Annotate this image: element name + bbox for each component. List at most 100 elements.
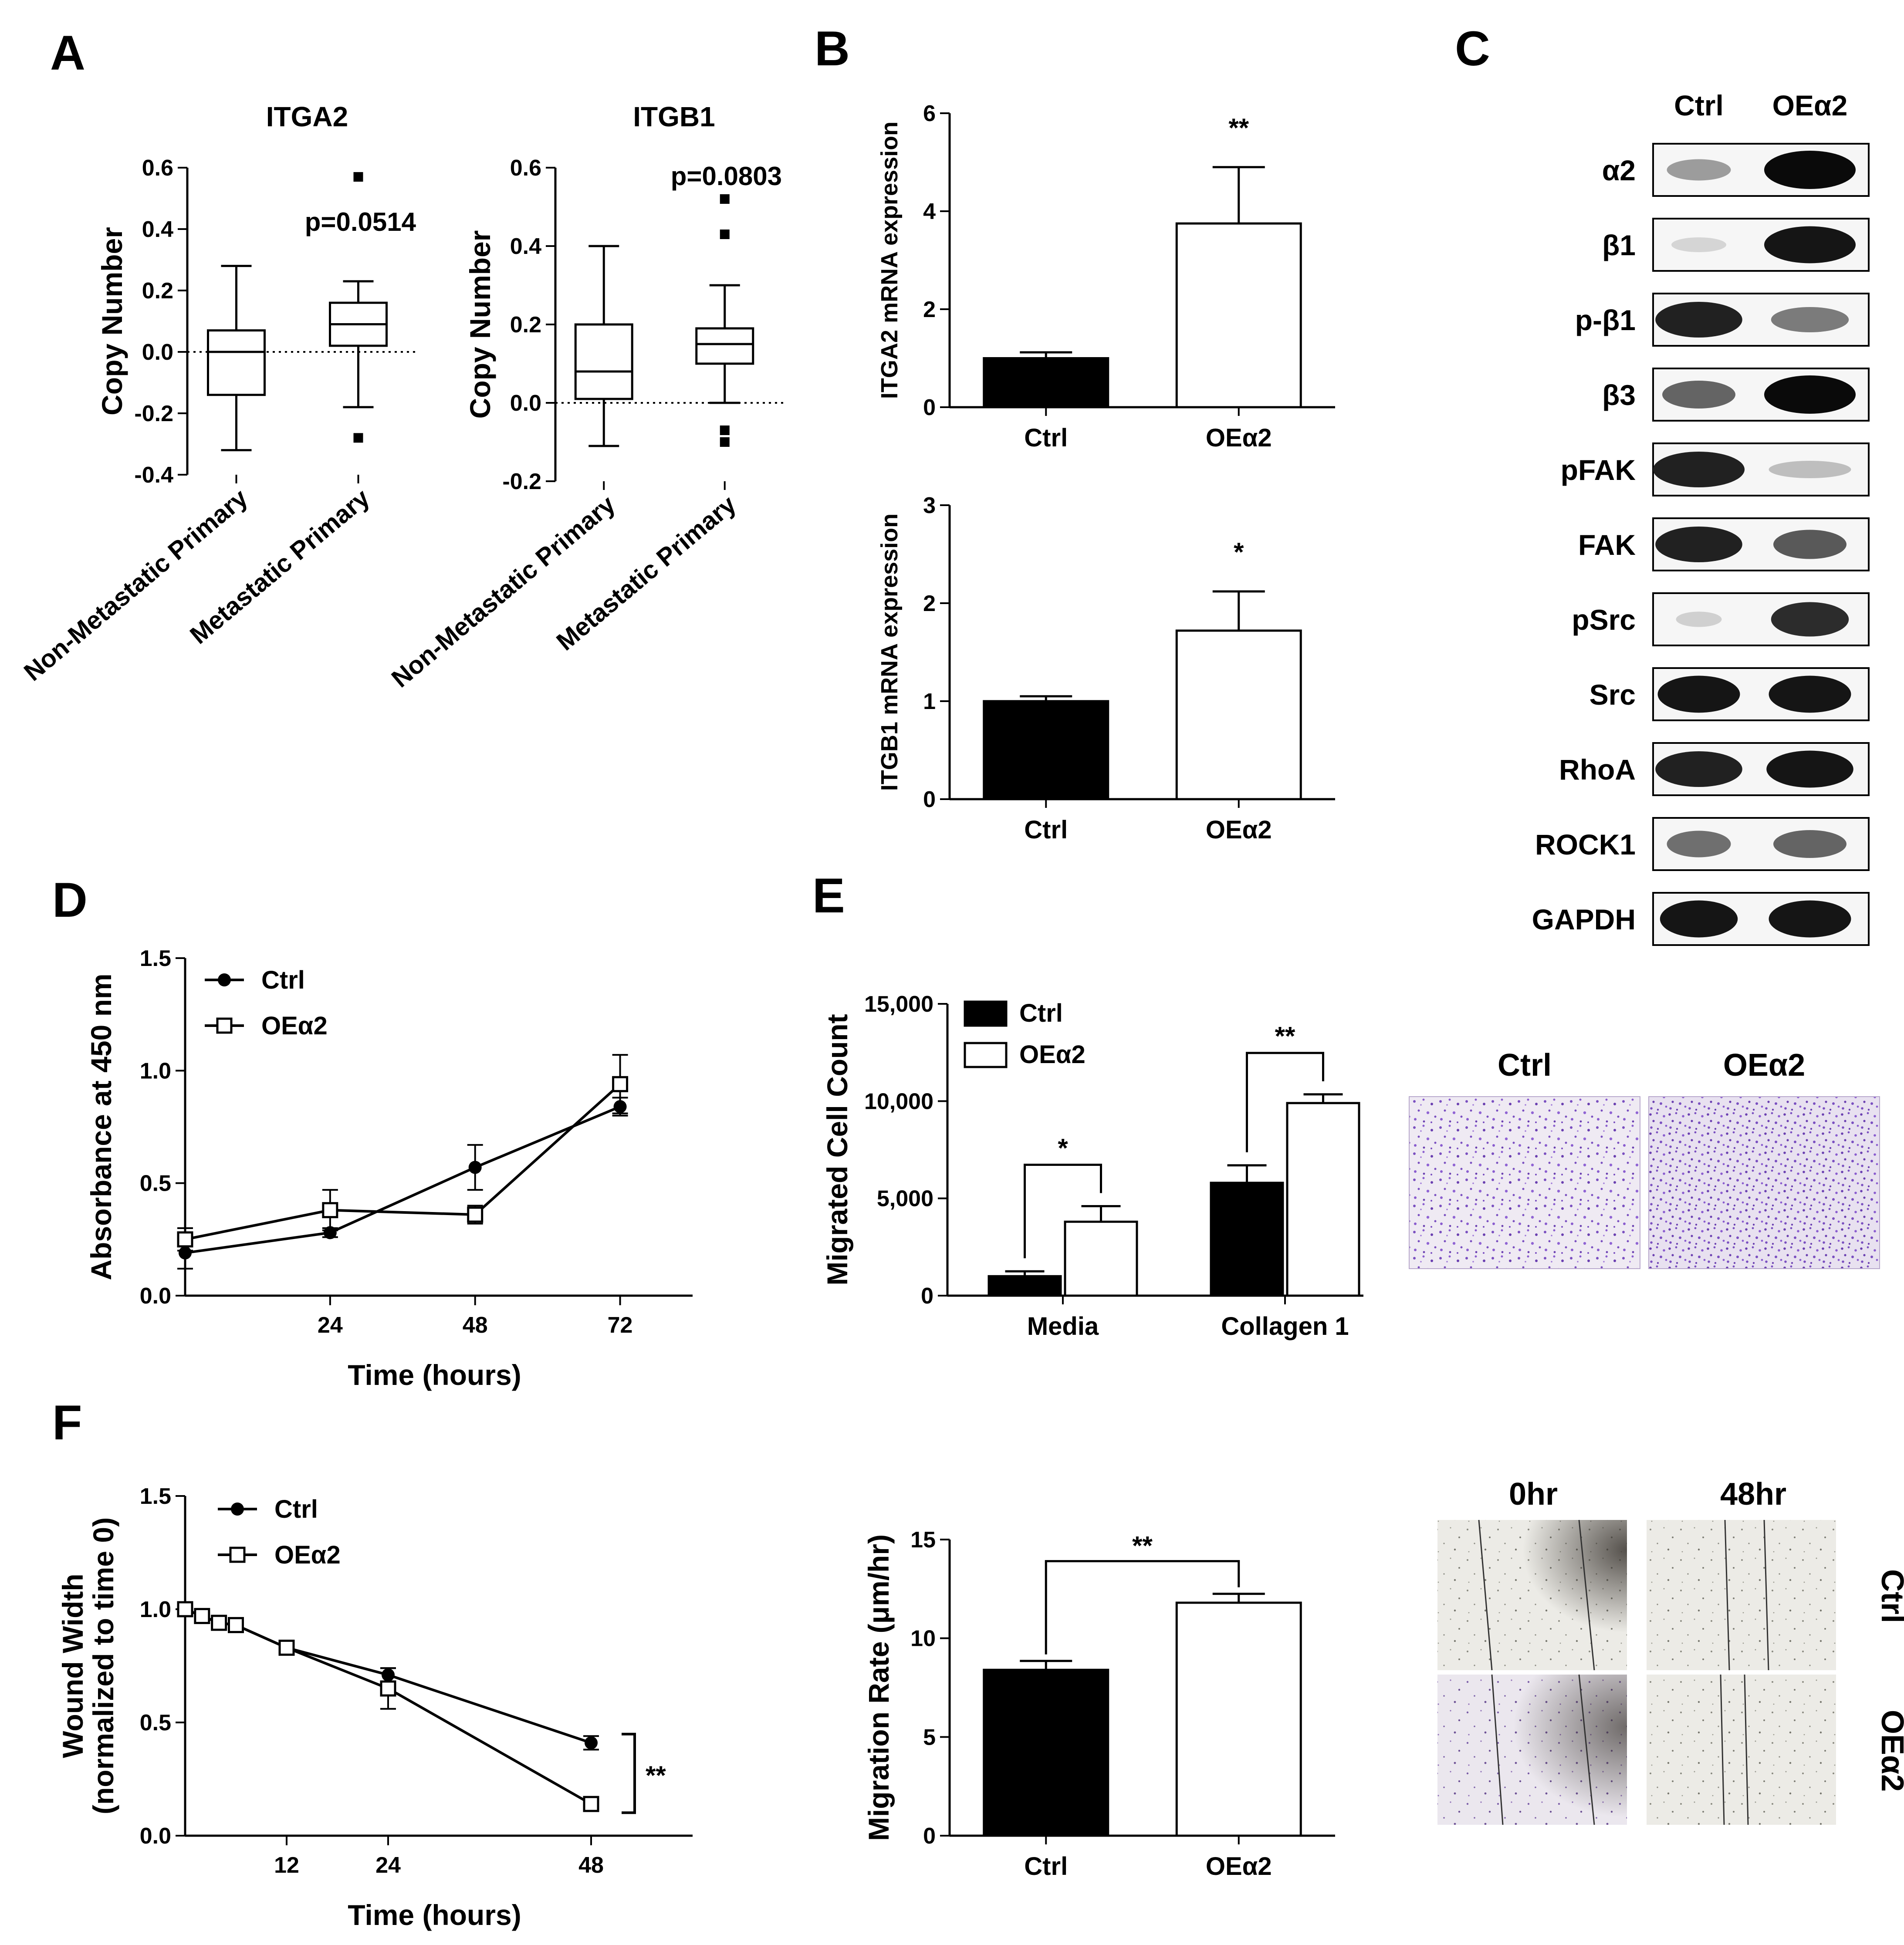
legend-label: Ctrl — [274, 1495, 318, 1523]
panel-label-c: C — [1455, 21, 1490, 76]
panel-label-d: D — [52, 873, 88, 927]
significance-bracket — [1024, 1164, 1102, 1259]
legend-marker — [231, 1503, 244, 1516]
y-axis-label: (normalized to time 0) — [87, 1517, 119, 1814]
blot-row-label: β1 — [1602, 229, 1636, 261]
transwell-images: Ctrl OEα2 — [1409, 1048, 1880, 1269]
x-category-label: Collagen 1 — [1221, 1312, 1349, 1341]
data-point — [322, 1202, 338, 1219]
panel-label-b: B — [815, 21, 850, 76]
data-point — [467, 1206, 484, 1223]
blot-row-label: FAK — [1578, 529, 1636, 561]
panel-label-f: F — [52, 1395, 82, 1450]
blot-band — [1764, 226, 1856, 263]
blot-row: GAPDH — [1532, 892, 1870, 946]
y-tick-label: 6 — [923, 101, 936, 126]
p-value-annotation: p=0.0803 — [671, 162, 782, 191]
y-tick-label: 1.5 — [140, 946, 171, 971]
y-tick-label: 0 — [923, 787, 936, 812]
y-tick-label: 0.0 — [142, 340, 173, 365]
data-point — [177, 1601, 193, 1617]
data-point — [585, 1736, 598, 1749]
x-category-label: Non-Metastatic Primary — [386, 490, 621, 693]
blot-band — [1660, 900, 1738, 938]
bar — [983, 357, 1109, 409]
transwell-image-ctrl — [1409, 1096, 1640, 1269]
y-tick-label: 1.0 — [140, 1597, 171, 1622]
scratch-image-ctrl-48hr — [1647, 1520, 1836, 1671]
bar — [983, 1668, 1109, 1837]
bar — [1175, 629, 1302, 800]
box — [695, 327, 754, 365]
y-axis-label: Migration Rate (μm/hr) — [862, 1534, 895, 1841]
y-tick-label: 5,000 — [877, 1186, 933, 1212]
blot-band — [1653, 452, 1745, 487]
significance-bracket — [622, 1732, 636, 1814]
significance-bracket — [1045, 1560, 1240, 1655]
p-value-annotation: p=0.0514 — [305, 207, 416, 236]
image-label-ctrl: Ctrl — [1498, 1048, 1552, 1083]
blot-row: p-β1 — [1575, 293, 1870, 347]
scratch-image-ctrl-0hr — [1437, 1520, 1627, 1671]
x-category-label: Non-Metastatic Primary — [19, 483, 253, 686]
blot-row-label: p-β1 — [1575, 304, 1636, 336]
scratch-image-oe-48hr — [1647, 1674, 1836, 1825]
legend-swatch — [964, 1042, 1008, 1068]
blot-row: β1 — [1602, 218, 1870, 272]
y-tick-label: 0.5 — [140, 1171, 171, 1196]
outlier-point — [720, 425, 730, 435]
x-category-label: OEα2 — [1206, 816, 1272, 844]
image-row-label-oe: OEα2 — [1875, 1710, 1904, 1792]
blot-row-label: GAPDH — [1532, 903, 1636, 935]
bar — [1064, 1220, 1138, 1297]
blot-row-label: pFAK — [1561, 454, 1636, 486]
x-category-label: Ctrl — [1024, 424, 1068, 452]
image-label-oe: OEα2 — [1723, 1048, 1805, 1083]
x-tick-label: 48 — [578, 1853, 604, 1878]
legend-marker — [229, 1547, 246, 1563]
blot-row: α2 — [1602, 143, 1870, 197]
blot-column-label: OEα2 — [1772, 89, 1848, 122]
blot-band — [1766, 750, 1853, 788]
chart-absorbance: 0.0 0.5 1.0 1.5 24 48 72 Time (hours) Absorbance… — [85, 946, 693, 1391]
y-axis-label: Copy Number — [96, 227, 128, 415]
x-category-label: Media — [1027, 1312, 1099, 1341]
blot-band — [1662, 381, 1735, 409]
x-axis-label: Time (hours) — [348, 1359, 521, 1391]
chart-itga2-copy-number: 0.6 0.4 0.2 0.0 -0.2 -0.4 Copy Number ITGA2 Non-… — [19, 101, 418, 686]
significance-bracket — [1246, 1052, 1324, 1152]
y-tick-label: 0.4 — [142, 217, 173, 242]
bar — [1175, 222, 1302, 409]
outlier-point — [720, 194, 730, 204]
blot-band — [1671, 237, 1726, 252]
chart-migrated-cell-count: 0 5,000 10,000 15,000 Migrated Cell Count Med… — [821, 992, 1363, 1341]
data-point — [179, 1246, 192, 1260]
blot-row: pFAK — [1561, 442, 1870, 496]
y-tick-label: 0.4 — [510, 234, 541, 259]
legend-label: OEα2 — [261, 1012, 328, 1040]
chart-itga2-mrna: 0 2 4 6 ITGA2 mRNA expression Ctrl OEα2 ** — [876, 101, 1335, 452]
chart-title: ITGB1 — [633, 101, 715, 132]
blot-band — [1764, 151, 1856, 189]
y-tick-label: 10,000 — [864, 1089, 933, 1114]
y-tick-label: 1.0 — [140, 1058, 171, 1084]
bar — [983, 700, 1109, 800]
y-tick-label: 15,000 — [864, 992, 933, 1017]
blot-row: Src — [1589, 667, 1870, 721]
y-tick-label: 10 — [910, 1626, 936, 1651]
blot-band — [1769, 675, 1851, 713]
outlier-point — [720, 230, 730, 239]
data-point — [380, 1680, 396, 1697]
chart-title: ITGA2 — [266, 101, 348, 132]
y-tick-label: 0.0 — [510, 391, 541, 416]
image-row-label-ctrl: Ctrl — [1875, 1569, 1904, 1623]
transwell-image-oe — [1648, 1096, 1880, 1269]
series-line — [185, 1083, 621, 1241]
blot-row: FAK — [1578, 517, 1870, 571]
y-tick-label: 5 — [923, 1725, 936, 1750]
outlier-point — [720, 437, 730, 447]
x-tick-label: 48 — [463, 1313, 488, 1338]
x-category-label: Ctrl — [1024, 816, 1068, 844]
y-tick-label: -0.4 — [134, 463, 173, 488]
